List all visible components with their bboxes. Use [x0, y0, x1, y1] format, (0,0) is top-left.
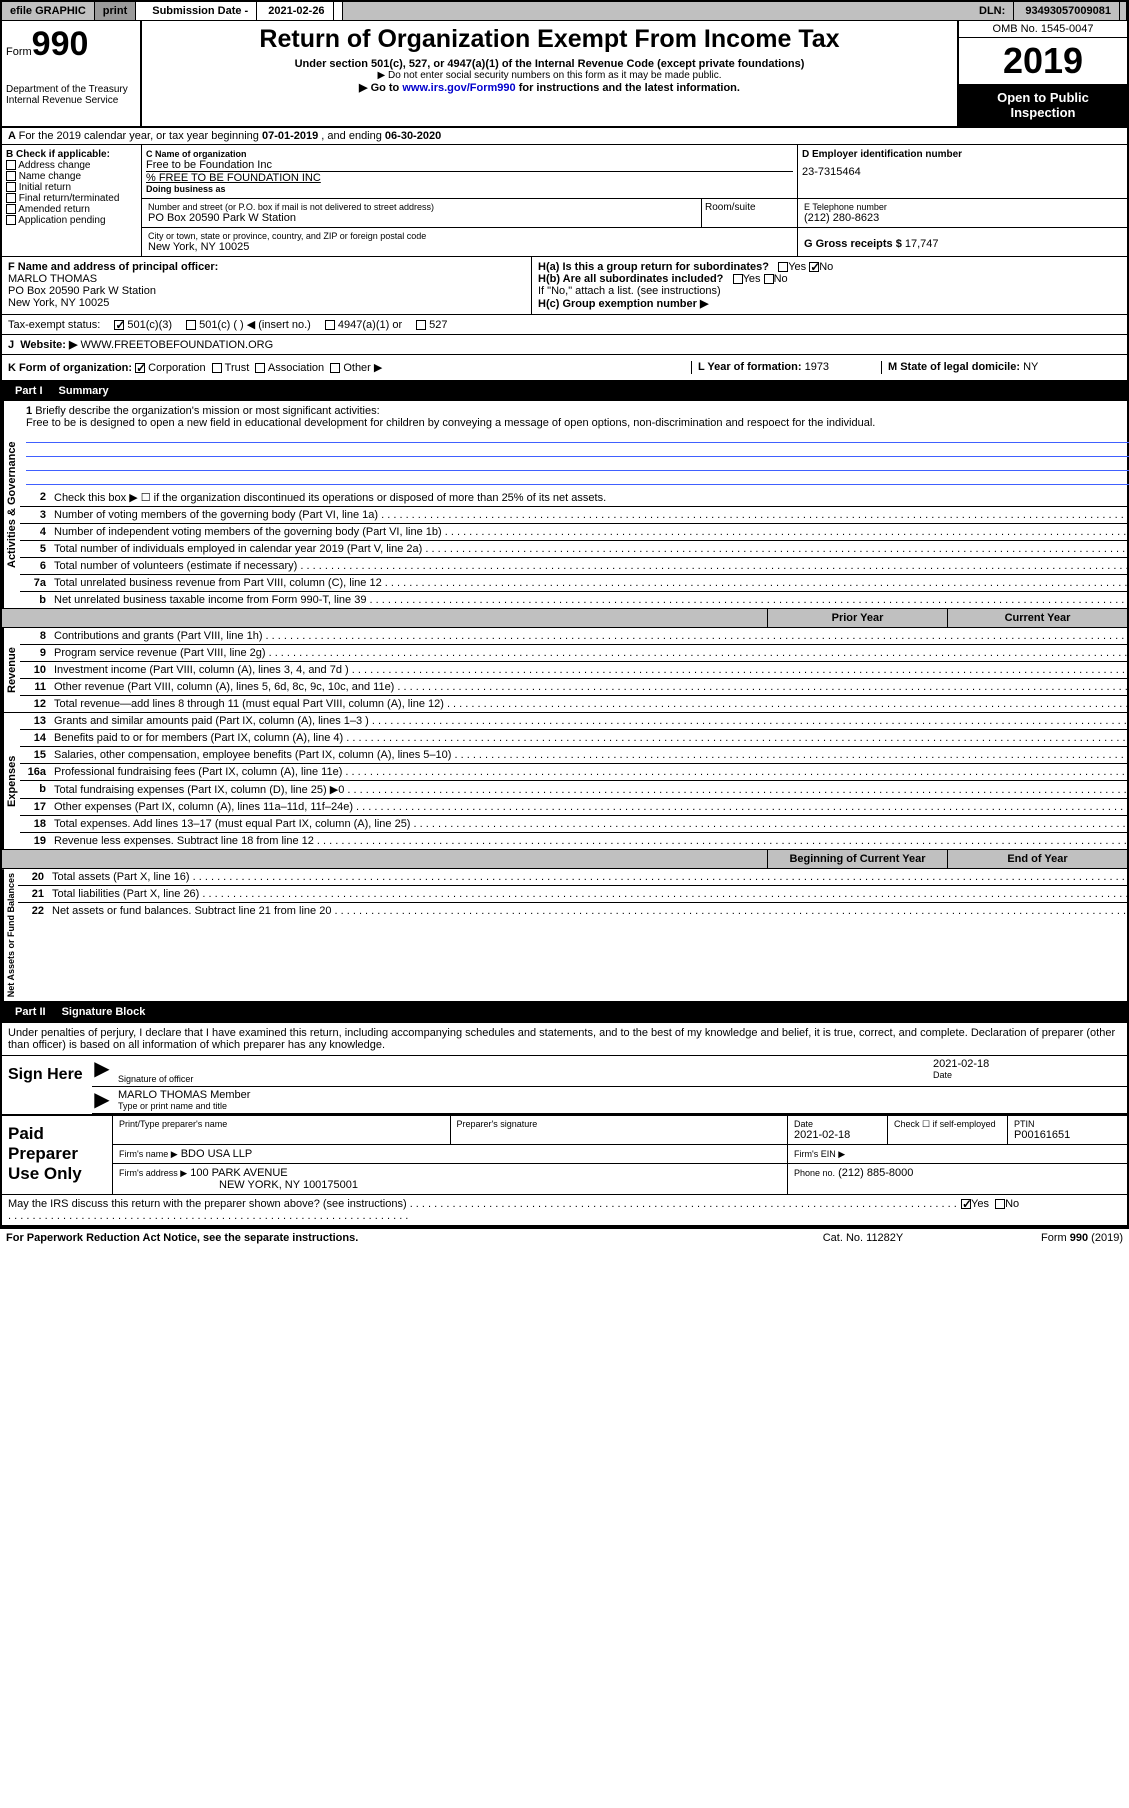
col-b-checkboxes: B Check if applicable: Address change Na…	[2, 145, 142, 256]
side-activities-governance: Activities & Governance	[2, 401, 20, 608]
form990-link[interactable]: www.irs.gov/Form990	[402, 82, 515, 94]
summary-line: bNet unrelated business taxable income f…	[20, 591, 1129, 608]
summary-line: 6Total number of volunteers (estimate if…	[20, 557, 1129, 574]
paid-preparer-label: Paid Preparer Use Only	[2, 1116, 112, 1194]
efile-label: efile GRAPHIC	[2, 2, 95, 20]
year-block: OMB No. 1545-0047 2019 Open to Public In…	[957, 21, 1127, 126]
tax-exempt-status: Tax-exempt status: 501(c)(3) 501(c) ( ) …	[2, 314, 1127, 334]
ptin: P00161651	[1014, 1129, 1121, 1141]
omb-number: OMB No. 1545-0047	[959, 21, 1127, 38]
summary-line: 9Program service revenue (Part VIII, lin…	[20, 644, 1129, 661]
summary-line: 12Total revenue—add lines 8 through 11 (…	[20, 695, 1129, 712]
summary-line: 17Other expenses (Part IX, column (A), l…	[20, 798, 1129, 815]
firm-phone: (212) 885-8000	[838, 1167, 913, 1179]
summary-line: 7aTotal unrelated business revenue from …	[20, 574, 1129, 591]
summary-line: 22Net assets or fund balances. Subtract …	[18, 902, 1129, 919]
summary-line: 19Revenue less expenses. Subtract line 1…	[20, 832, 1129, 849]
website-url: WWW.FREETOBEFOUNDATION.ORG	[80, 339, 273, 351]
tax-year: 2019	[959, 38, 1127, 84]
side-revenue: Revenue	[2, 628, 20, 712]
org-name-block: C Name of organization Free to be Founda…	[142, 145, 797, 198]
ein-value: 23-7315464	[802, 160, 1123, 178]
side-expenses: Expenses	[2, 713, 20, 849]
checkbox-item[interactable]: Name change	[6, 171, 137, 182]
form-title-block: Return of Organization Exempt From Incom…	[142, 21, 957, 126]
part-1-header: Part ISummary	[2, 380, 1127, 400]
checkbox-item[interactable]: Amended return	[6, 204, 137, 215]
summary-line: 20Total assets (Part X, line 16)137,5048…	[18, 869, 1129, 885]
summary-line: 8Contributions and grants (Part VIII, li…	[20, 628, 1129, 644]
checkbox-item[interactable]: Initial return	[6, 182, 137, 193]
officer-name: MARLO THOMAS Member	[118, 1089, 1121, 1101]
summary-line: 13Grants and similar amounts paid (Part …	[20, 713, 1129, 729]
beginning-year-header: Beginning of Current Year	[767, 850, 947, 868]
year-formation: L Year of formation: 1973	[691, 361, 881, 374]
city-state-zip: New York, NY 10025	[148, 241, 791, 253]
summary-line: 5Total number of individuals employed in…	[20, 540, 1129, 557]
part-2-header: Part IISignature Block	[2, 1001, 1127, 1021]
summary-line: 15Salaries, other compensation, employee…	[20, 746, 1129, 763]
summary-line: 21Total liabilities (Part X, line 26)8,2…	[18, 885, 1129, 902]
summary-line: 16aProfessional fundraising fees (Part I…	[20, 763, 1129, 780]
footer: For Paperwork Reduction Act Notice, see …	[0, 1227, 1129, 1247]
summary-line: bTotal fundraising expenses (Part IX, co…	[20, 780, 1129, 798]
form-id-block: Form990 Department of the Treasury Inter…	[2, 21, 142, 126]
prior-year-header: Prior Year	[767, 609, 947, 627]
topbar: efile GRAPHIC print Submission Date - 20…	[2, 2, 1127, 21]
summary-line: 4Number of independent voting members of…	[20, 523, 1129, 540]
state-domicile: M State of legal domicile: NY	[881, 361, 1121, 374]
row-a-tax-year: A For the 2019 calendar year, or tax yea…	[2, 128, 1127, 145]
telephone: (212) 280-8623	[804, 212, 1121, 224]
mission-description: Free to be is designed to open a new fie…	[26, 417, 875, 429]
side-net-assets: Net Assets or Fund Balances	[2, 869, 18, 1001]
org-name: Free to be Foundation Inc	[146, 159, 793, 171]
current-year-header: Current Year	[947, 609, 1127, 627]
gross-receipts: 17,747	[905, 238, 939, 250]
submission-date: Submission Date - 2021-02-26	[136, 2, 342, 20]
form-of-org: K Form of organization: Corporation Trus…	[8, 361, 691, 374]
firm-name: BDO USA LLP	[181, 1148, 253, 1160]
website-row: J Website: ▶ WWW.FREETOBEFOUNDATION.ORG	[8, 338, 1121, 351]
summary-line: 10Investment income (Part VIII, column (…	[20, 661, 1129, 678]
open-inspection: Open to Public Inspection	[959, 84, 1127, 126]
summary-line: 11Other revenue (Part VIII, column (A), …	[20, 678, 1129, 695]
group-return-block: H(a) Is this a group return for subordin…	[532, 257, 1127, 314]
checkbox-item[interactable]: Final return/terminated	[6, 193, 137, 204]
dln: DLN: 93493057009081	[963, 2, 1127, 20]
ein-block: D Employer identification number 23-7315…	[797, 145, 1127, 198]
summary-line: 18Total expenses. Add lines 13–17 (must …	[20, 815, 1129, 832]
signature-declaration: Under penalties of perjury, I declare th…	[2, 1021, 1127, 1055]
summary-line: 3Number of voting members of the governi…	[20, 506, 1129, 523]
sign-here-label: Sign Here	[2, 1056, 92, 1114]
summary-line: 2Check this box ▶ ☐ if the organization …	[20, 489, 1129, 506]
form-title: Return of Organization Exempt From Incom…	[146, 25, 953, 54]
form-header: Form990 Department of the Treasury Inter…	[2, 21, 1127, 128]
end-year-header: End of Year	[947, 850, 1127, 868]
checkbox-item[interactable]: Application pending	[6, 215, 137, 226]
print-button[interactable]: print	[95, 2, 136, 20]
principal-officer: F Name and address of principal officer:…	[2, 257, 532, 314]
checkbox-item[interactable]: Address change	[6, 160, 137, 171]
discuss-row: May the IRS discuss this return with the…	[2, 1194, 1127, 1225]
street-address: PO Box 20590 Park W Station	[148, 212, 695, 224]
summary-line: 14Benefits paid to or for members (Part …	[20, 729, 1129, 746]
